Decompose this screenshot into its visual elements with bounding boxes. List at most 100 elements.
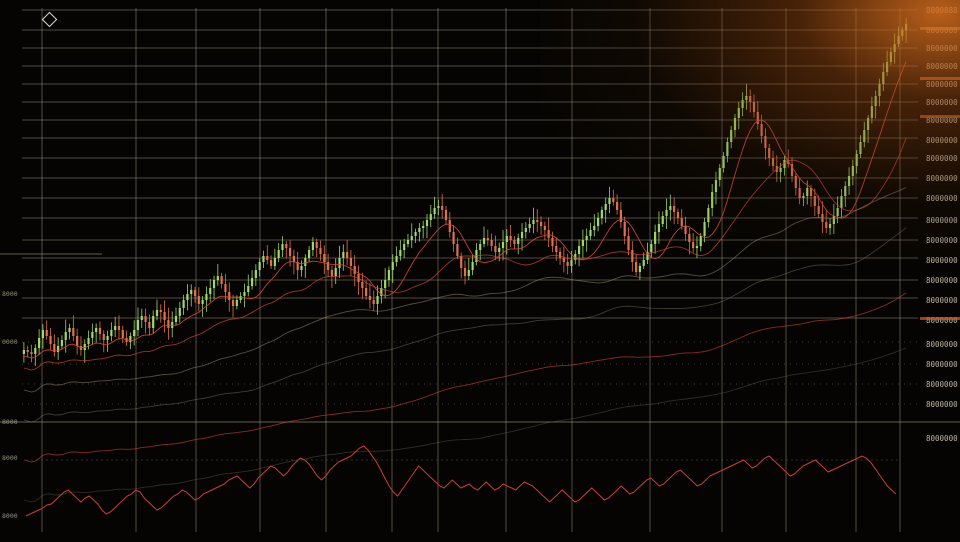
price-axis-label: 8000000 bbox=[926, 98, 958, 107]
left-axis-label: 0000 bbox=[2, 338, 18, 346]
candle-body bbox=[863, 130, 866, 142]
candle-body bbox=[174, 316, 178, 322]
candle-body bbox=[581, 240, 584, 246]
candle-body bbox=[498, 248, 501, 252]
candle-body bbox=[813, 196, 816, 206]
oscillator-line bbox=[25, 445, 897, 517]
price-level-marker bbox=[920, 77, 960, 80]
candle-body bbox=[726, 142, 729, 156]
candle-body bbox=[631, 250, 634, 262]
candle-body bbox=[749, 96, 752, 102]
candle-body bbox=[866, 118, 870, 130]
candle-body bbox=[612, 198, 615, 202]
candle-body bbox=[616, 202, 619, 210]
moving-average-line bbox=[23, 292, 907, 463]
candle-body bbox=[319, 248, 322, 254]
candle-body bbox=[593, 226, 596, 230]
candle-body bbox=[190, 290, 193, 294]
candle-body bbox=[95, 328, 98, 332]
candle-body bbox=[391, 262, 394, 270]
candle-body bbox=[220, 276, 223, 284]
candle-body bbox=[688, 234, 691, 242]
candle-body bbox=[239, 296, 242, 300]
candle-body bbox=[110, 330, 113, 336]
candle-body bbox=[441, 206, 444, 210]
candle-body bbox=[669, 206, 672, 210]
candle-body bbox=[133, 330, 136, 336]
candle-body bbox=[828, 224, 832, 228]
price-level-marker bbox=[920, 27, 960, 30]
candle-body bbox=[650, 244, 653, 252]
candle-body bbox=[315, 242, 318, 248]
candle-body bbox=[26, 350, 29, 352]
candle-body bbox=[737, 108, 740, 118]
price-axis-label: 8000000 bbox=[926, 400, 958, 409]
candle-body bbox=[577, 246, 581, 254]
candle-body bbox=[30, 352, 33, 354]
candle-body bbox=[654, 232, 657, 244]
candle-body bbox=[673, 206, 676, 212]
candle-body bbox=[756, 112, 759, 124]
candle-body bbox=[870, 106, 873, 118]
candle-body bbox=[384, 280, 387, 288]
candle-body bbox=[269, 260, 273, 266]
candle-body bbox=[878, 84, 881, 96]
candle-body bbox=[429, 214, 432, 220]
price-axis-label: 8000000 bbox=[926, 296, 958, 305]
candle-body bbox=[851, 166, 854, 176]
candle-body bbox=[707, 208, 710, 222]
candle-body bbox=[722, 156, 725, 168]
candle-body bbox=[566, 262, 569, 266]
candle-body bbox=[140, 316, 143, 320]
candle-body bbox=[68, 328, 71, 332]
candle-body bbox=[536, 220, 539, 222]
candle-body bbox=[53, 344, 56, 352]
candle-body bbox=[250, 278, 254, 286]
candle-body bbox=[117, 326, 121, 330]
candle-body bbox=[433, 208, 436, 214]
candle-body bbox=[855, 154, 858, 166]
candle-body bbox=[608, 198, 611, 204]
price-axis-label: 8000000 bbox=[926, 194, 958, 203]
candle-body bbox=[365, 288, 368, 296]
candle-body bbox=[247, 286, 250, 292]
candle-body bbox=[619, 210, 623, 222]
candle-body bbox=[422, 226, 425, 228]
candle-body bbox=[825, 222, 828, 228]
candle-body bbox=[266, 256, 269, 260]
candle-body bbox=[349, 258, 353, 266]
candle-body bbox=[570, 260, 573, 266]
moving-average-line bbox=[23, 347, 907, 503]
candle-body bbox=[524, 228, 527, 232]
candle-body bbox=[482, 238, 486, 244]
candle-body bbox=[882, 72, 885, 84]
candle-body bbox=[281, 244, 284, 250]
candle-body bbox=[520, 232, 524, 238]
price-axis-label: 8000000 bbox=[926, 80, 958, 89]
candle-body bbox=[38, 338, 41, 348]
candle-body bbox=[460, 256, 463, 268]
candle-body bbox=[600, 210, 603, 218]
candle-body bbox=[437, 206, 440, 208]
price-axis-label: 8000000 bbox=[926, 174, 958, 183]
candle-body bbox=[399, 250, 402, 256]
candle-body bbox=[444, 210, 448, 220]
candle-body bbox=[406, 240, 410, 244]
price-level-marker bbox=[920, 317, 960, 320]
candle-body bbox=[182, 300, 185, 308]
left-axis-label: 8000 bbox=[2, 512, 18, 520]
candle-body bbox=[680, 218, 683, 226]
candle-body bbox=[346, 252, 349, 258]
candle-body bbox=[224, 284, 227, 292]
candle-body bbox=[467, 270, 470, 276]
candle-body bbox=[558, 252, 562, 258]
candle-body bbox=[304, 258, 307, 266]
candle-body bbox=[414, 232, 417, 236]
candle-body bbox=[292, 256, 295, 262]
price-axis-label: 8000000 bbox=[926, 44, 958, 53]
candle-body bbox=[676, 212, 680, 218]
candle-body bbox=[897, 36, 900, 44]
candle-body bbox=[627, 236, 630, 250]
candle-body bbox=[285, 244, 288, 248]
left-axis-label: 8000 bbox=[2, 290, 18, 298]
